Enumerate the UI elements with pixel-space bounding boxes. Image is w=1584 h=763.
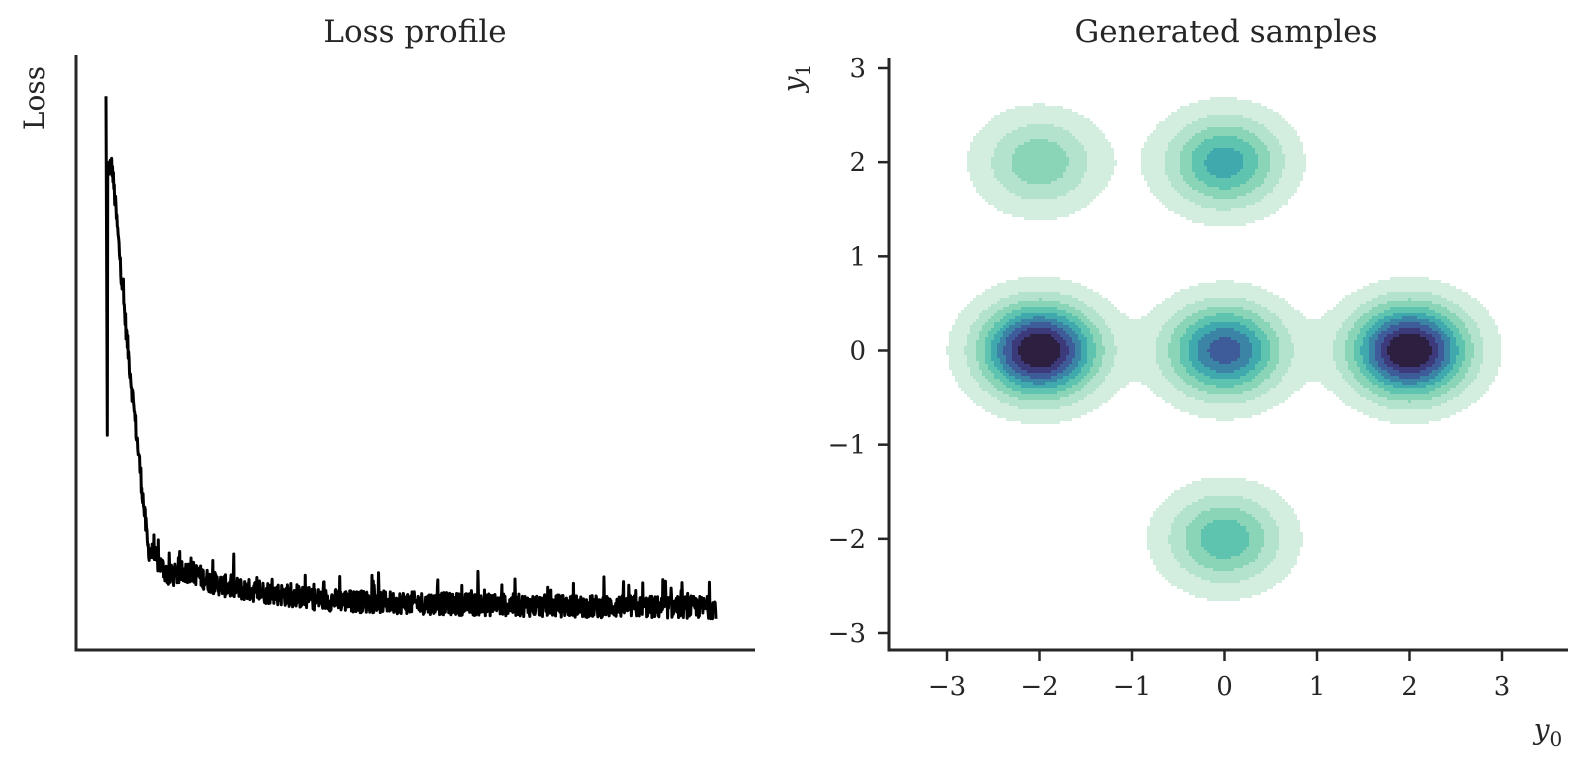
- kde-contour-area: [946, 97, 1501, 601]
- x-tick-label: 0: [1216, 672, 1233, 702]
- samples-y-axis-label: y1: [777, 64, 815, 95]
- loss-chart: Loss profile Loss: [18, 14, 755, 652]
- samples-chart-title: Generated samples: [1074, 14, 1377, 50]
- x-tick-label: 3: [1494, 672, 1511, 702]
- y-tick-label: 2: [849, 148, 866, 178]
- x-tick-label: −1: [1113, 672, 1151, 702]
- x-tick-label: −2: [1020, 672, 1058, 702]
- x-tick-label: 2: [1401, 672, 1418, 702]
- samples-x-axis-label: y0: [1532, 713, 1563, 751]
- y-tick-label: −1: [828, 431, 866, 461]
- y-tick-label: −2: [828, 525, 866, 555]
- x-tick-label: −3: [928, 672, 966, 702]
- x-tick-label: 1: [1309, 672, 1326, 702]
- loss-chart-title: Loss profile: [323, 14, 506, 50]
- samples-ticks: −3 −2 −1 0 1 2 3 3 2 1 0 −1 −2 −3: [828, 54, 1511, 702]
- loss-series-line: [104, 96, 718, 621]
- loss-y-axis-label: Loss: [18, 66, 51, 130]
- y-tick-label: 0: [849, 337, 866, 367]
- y-tick-label: 1: [849, 242, 866, 272]
- y-tick-label: 3: [849, 54, 866, 84]
- kde-level-7: [1003, 322, 1444, 379]
- y-tick-label: −3: [828, 619, 866, 649]
- kde-level-8: [1012, 328, 1438, 373]
- loss-plot-area: [104, 96, 718, 621]
- samples-chart: Generated samples −3 −2 −1 0 1 2 3 3 2 1 0 −1 −2 −3 y…: [777, 14, 1568, 751]
